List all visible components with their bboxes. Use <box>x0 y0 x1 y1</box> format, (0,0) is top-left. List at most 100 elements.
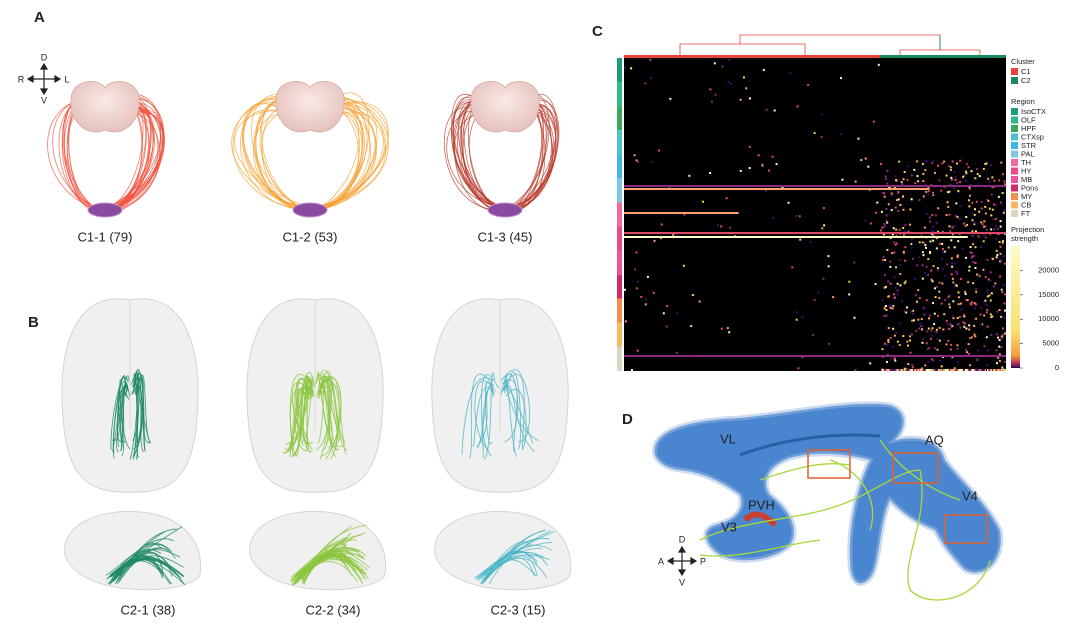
heat-cell <box>882 255 885 258</box>
trace <box>505 388 527 450</box>
heat-cell <box>936 348 939 351</box>
heat-cell <box>813 299 816 302</box>
target <box>292 202 328 218</box>
heat-cell <box>995 256 998 259</box>
heat-cell <box>853 261 856 264</box>
heat-cell <box>925 369 928 371</box>
heat-cell <box>930 230 933 233</box>
heat-cell <box>959 326 962 329</box>
heat-cell <box>997 195 1000 198</box>
heat-cell <box>880 162 883 165</box>
heat-streak <box>624 188 930 190</box>
heat-cell <box>911 237 914 240</box>
ventricle-model <box>652 401 1004 601</box>
heat-cell <box>637 280 640 283</box>
heat-cell <box>984 205 987 208</box>
heat-cell <box>929 240 932 243</box>
heat-cell <box>893 241 896 244</box>
heat-cell <box>924 169 927 172</box>
trace <box>112 375 127 459</box>
heat-cell <box>938 281 941 284</box>
heat-cell <box>889 265 892 268</box>
heat-cell <box>960 369 963 371</box>
legend-swatch <box>1011 201 1018 209</box>
heat-cell <box>880 229 883 232</box>
heat-cell <box>995 362 998 365</box>
heat-cell <box>975 317 978 320</box>
heat-cell <box>948 190 951 193</box>
heat-cell <box>1004 293 1006 296</box>
heat-cell <box>912 319 915 322</box>
heat-cell <box>985 162 988 165</box>
heat-cell <box>965 351 968 354</box>
trace <box>469 373 495 459</box>
heat-cell <box>665 325 668 328</box>
heat-cell <box>927 327 930 330</box>
heat-cell <box>967 199 970 202</box>
heat-cell <box>994 282 997 285</box>
heat-cell <box>668 186 671 189</box>
heat-cell <box>979 369 982 371</box>
heat-cell <box>890 193 893 196</box>
heat-cell <box>895 242 898 245</box>
heatmap-bg <box>624 58 1006 371</box>
heat-cell <box>951 277 954 280</box>
legend-title: Projection <box>1011 225 1044 234</box>
heat-cell <box>965 216 968 219</box>
heat-cell <box>885 343 888 346</box>
trace <box>461 377 494 455</box>
trace <box>117 556 176 584</box>
heat-cell <box>965 256 968 259</box>
heat-cell <box>984 299 987 302</box>
panel-label: B <box>28 314 39 331</box>
heat-cell <box>795 311 798 314</box>
heat-cell <box>990 333 993 336</box>
heat-cell <box>985 228 988 231</box>
heat-cell <box>949 168 952 171</box>
heat-cell <box>920 325 923 328</box>
heat-cell <box>881 299 884 302</box>
neuron-traces <box>461 369 555 585</box>
region-bar <box>617 154 622 179</box>
heat-cell <box>720 225 723 228</box>
heat-cell <box>710 100 713 103</box>
heat-cell <box>964 293 967 296</box>
heat-cell <box>821 227 824 230</box>
heat-cell <box>928 252 931 255</box>
heat-cell <box>939 359 942 362</box>
heat-cell <box>935 331 938 334</box>
compass-label: R <box>18 74 25 84</box>
heat-cell <box>893 357 896 360</box>
compass-label: D <box>679 534 686 544</box>
heat-cell <box>791 266 794 269</box>
heat-cell <box>635 287 638 290</box>
heat-cell <box>877 63 880 66</box>
heat-cell <box>949 323 952 326</box>
heat-cell <box>924 183 927 186</box>
heat-cell <box>885 309 888 312</box>
legend-label: TH <box>1021 158 1031 167</box>
heat-cell <box>986 198 989 201</box>
heat-cell <box>864 157 867 160</box>
heat-cell <box>969 364 972 367</box>
heat-cell <box>872 120 875 123</box>
heat-cell <box>921 251 924 254</box>
heat-cell <box>989 313 992 316</box>
trace <box>119 109 165 212</box>
heat-cell <box>899 284 902 287</box>
heat-cell <box>942 369 945 371</box>
heat-cell <box>957 291 960 294</box>
heat-cell <box>952 281 955 284</box>
heat-cell <box>1004 183 1006 186</box>
heat-cell <box>919 322 922 325</box>
heat-cell <box>902 208 905 211</box>
heat-cell <box>987 177 990 180</box>
heat-cell <box>963 315 966 318</box>
heat-cell <box>904 280 907 283</box>
heat-cell <box>974 261 977 264</box>
heat-cell <box>963 174 966 177</box>
trace <box>320 113 360 207</box>
heat-cell <box>998 359 1001 362</box>
trace <box>451 93 500 209</box>
heat-cell <box>956 181 959 184</box>
